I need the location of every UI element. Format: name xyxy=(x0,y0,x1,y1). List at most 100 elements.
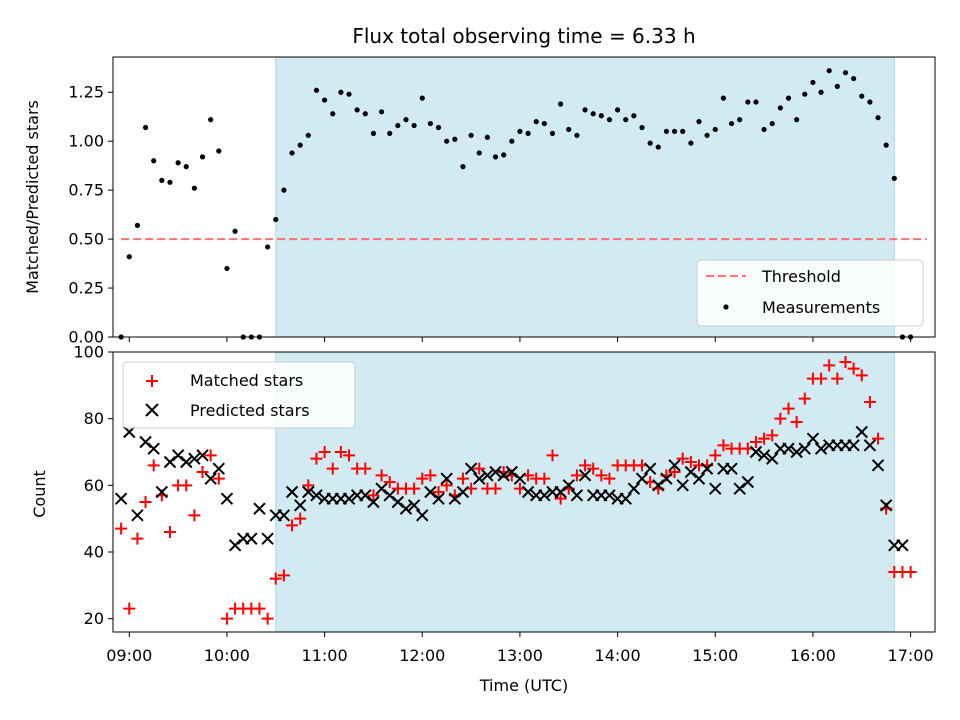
predicted-star-point xyxy=(155,485,169,499)
x-tick-label: 10:00 xyxy=(204,646,250,665)
predicted-star-point xyxy=(619,492,632,505)
measurement-point xyxy=(492,154,499,160)
matched-star-point xyxy=(676,452,689,465)
y-tick-label: 80 xyxy=(84,409,104,428)
matched-star-point xyxy=(489,482,502,495)
predicted-star-point xyxy=(310,489,323,502)
measurement-point xyxy=(639,124,645,131)
measurement-point xyxy=(289,150,295,156)
matched-star-point xyxy=(766,429,779,442)
x-tick-label: 15:00 xyxy=(692,646,738,665)
measurement-point xyxy=(867,99,873,105)
matched-star-point xyxy=(294,512,307,525)
predicted-star-point xyxy=(171,449,185,462)
measurement-point xyxy=(826,68,832,74)
predicted-star-point xyxy=(359,489,372,502)
predicted-star-point xyxy=(847,439,860,452)
measurement-point xyxy=(720,95,726,101)
matched-star-point xyxy=(269,572,282,585)
measurement-point xyxy=(810,79,816,86)
matched-star-point xyxy=(815,372,828,385)
predicted-star-point xyxy=(757,449,771,462)
measurement-point xyxy=(794,117,800,123)
x-tick-label: 14:00 xyxy=(595,646,641,665)
y-tick-label: 100 xyxy=(73,343,104,362)
measurement-point xyxy=(761,126,767,133)
x-tick-label: 16:00 xyxy=(790,646,836,665)
measurement-point xyxy=(712,126,718,133)
measurement-point xyxy=(558,101,564,107)
measurement-point xyxy=(427,120,434,127)
predicted-star-point xyxy=(147,442,160,455)
measurement-point xyxy=(688,140,694,146)
matched-star-point xyxy=(709,449,722,462)
legend-matched-swatch xyxy=(146,375,158,387)
matched-star-point xyxy=(579,459,592,472)
matched-star-point xyxy=(538,472,551,485)
predicted-star-point xyxy=(391,495,405,509)
predicted-star-point xyxy=(481,469,494,482)
predicted-star-point xyxy=(570,489,584,502)
y-tick-label: 0.75 xyxy=(68,181,104,200)
matched-star-point xyxy=(318,446,331,458)
matched-star-point xyxy=(180,479,193,492)
matched-star-point xyxy=(367,489,380,502)
matched-star-point xyxy=(220,612,233,625)
measurement-point xyxy=(142,124,149,131)
measurement-point xyxy=(419,95,425,101)
measurement-point xyxy=(216,148,222,154)
predicted-star-point xyxy=(603,489,616,502)
measurement-point xyxy=(525,130,531,136)
measurement-point xyxy=(875,115,881,121)
measurement-point xyxy=(338,89,344,95)
count-legend: Matched stars Predicted stars xyxy=(122,361,356,429)
predicted-star-point xyxy=(416,509,429,522)
measurement-point xyxy=(834,83,840,89)
measurement-point xyxy=(785,95,792,101)
predicted-star-point xyxy=(676,479,689,492)
y-tick-label: 0.25 xyxy=(68,279,104,298)
matched-star-point xyxy=(790,416,803,428)
measurement-point xyxy=(574,132,580,138)
measurement-point xyxy=(614,107,621,113)
matched-star-point xyxy=(115,522,128,535)
measurement-point xyxy=(151,158,157,164)
measurement-point xyxy=(696,119,702,125)
y-tick-label: 60 xyxy=(84,476,104,495)
matched-star-point xyxy=(163,526,176,538)
measurement-point xyxy=(159,177,165,183)
predicted-star-point xyxy=(741,475,755,489)
predicted-star-point xyxy=(879,499,893,512)
measurement-point xyxy=(590,111,596,117)
measurement-point xyxy=(745,99,751,105)
measurement-point xyxy=(330,111,336,117)
measurement-point xyxy=(265,244,271,250)
predicted-star-point xyxy=(497,469,510,482)
predicted-star-point xyxy=(228,539,242,552)
ratio-legend: Threshold Measurements xyxy=(696,259,924,327)
predicted-star-point xyxy=(660,472,673,485)
measurement-point xyxy=(199,154,206,160)
measurement-point xyxy=(452,136,458,142)
matched-star-point xyxy=(587,462,600,475)
measurement-point xyxy=(517,128,523,135)
predicted-star-point xyxy=(749,445,763,459)
predicted-star-point xyxy=(204,472,217,485)
matched-star-point xyxy=(847,362,860,375)
measurement-point xyxy=(313,87,320,93)
measurement-point xyxy=(582,107,588,113)
measurement-point xyxy=(281,187,287,193)
measurement-point xyxy=(362,111,368,117)
measurement-point xyxy=(387,130,393,136)
measurement-point xyxy=(322,97,328,103)
predicted-star-point xyxy=(114,492,128,505)
measurement-point xyxy=(818,89,824,95)
measurement-point xyxy=(354,107,360,113)
measurement-point xyxy=(802,91,808,97)
matched-star-point xyxy=(872,432,885,445)
predicted-star-point xyxy=(342,492,356,505)
matched-star-point xyxy=(855,369,868,382)
matched-star-point xyxy=(131,532,144,545)
measurement-point xyxy=(444,138,450,144)
legend-measurements-swatch xyxy=(723,304,729,310)
